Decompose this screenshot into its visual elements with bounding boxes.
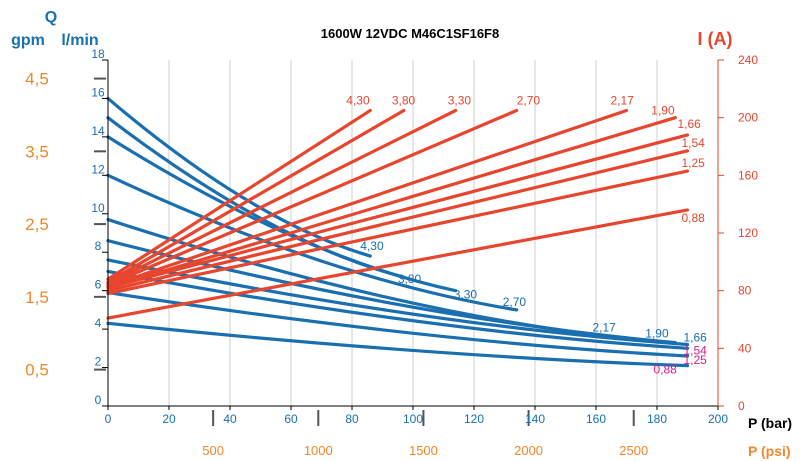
flow-series-label: 0,88 (654, 363, 678, 377)
flow-line (106, 269, 690, 350)
flow-series-label: 2,17 (593, 321, 617, 335)
bar-tick-label: 100 (403, 412, 423, 426)
flow-line (106, 290, 690, 358)
flow-line (106, 173, 519, 312)
lmin-tick-label: 10 (91, 201, 105, 215)
current-series-label: 3,30 (448, 93, 472, 107)
psi-tick-label: 2500 (619, 443, 648, 458)
axes (102, 59, 724, 410)
current-series-label: 1,25 (682, 156, 706, 170)
flow-line (106, 321, 690, 368)
chart-title: 1600W 12VDC M46C1SF16F8 (321, 26, 499, 41)
current-line (106, 108, 372, 281)
current-series-label: 0,88 (682, 211, 706, 225)
current-line (106, 108, 519, 287)
current-tick-label: 120 (738, 226, 758, 240)
current-series-label: 1,90 (651, 104, 675, 118)
psi-tick-marks (212, 410, 635, 426)
grid (94, 60, 658, 406)
bar-tick-label: 40 (223, 412, 237, 426)
current-line (106, 116, 677, 290)
current-line (106, 149, 690, 293)
lmin-tick-label: 16 (91, 85, 105, 99)
lmin-tick-label: 12 (91, 162, 105, 176)
psi-tick-label: 2000 (514, 443, 543, 458)
gpm-tick-label: 4,5 (25, 70, 49, 89)
current-series-label: 2,70 (517, 93, 541, 107)
flow-series-label: 1,90 (645, 327, 669, 341)
bar-tick-label: 160 (586, 412, 606, 426)
psi-tick-label: 1500 (409, 443, 438, 458)
bar-tick-label: 60 (284, 412, 298, 426)
lmin-tick-label: 4 (95, 316, 102, 330)
bar-tick-label: 180 (647, 412, 667, 426)
series-labels: 4,303,803,302,702,17 1,90 1,661,541,250,88… (346, 93, 707, 376)
current-line (106, 169, 690, 296)
flow-series-label: 4,30 (360, 239, 384, 253)
x-axis-title: P (bar) (748, 415, 792, 431)
current-series-lines (106, 108, 690, 320)
lmin-tick-label: 8 (95, 239, 102, 253)
current-tick-label: 80 (738, 284, 752, 298)
flow-line (106, 258, 690, 347)
current-series-label: 3,80 (392, 93, 416, 107)
flow-line (106, 135, 458, 293)
gpm-tick-label: 2,5 (25, 215, 49, 234)
current-tick-label: 240 (738, 53, 758, 67)
lmin-tick-label: 0 (95, 393, 102, 407)
current-line (106, 208, 690, 320)
current-line (106, 108, 458, 286)
gpm-axis-title: gpm (11, 32, 45, 49)
current-series-label: 1,54 (682, 136, 706, 150)
current-line (106, 133, 690, 290)
current-series-label: 1,66 (678, 117, 702, 131)
current-tick-label: 200 (738, 111, 758, 125)
lmin-axis-title: l/min (61, 32, 98, 49)
gpm-tick-label: 3,5 (25, 142, 49, 161)
gpm-tick-label: 0,5 (25, 361, 49, 380)
psi-tick-label: 1000 (304, 443, 333, 458)
flow-series-label: 1,54 (684, 343, 708, 357)
flow-series-label: 1,25 (684, 353, 708, 367)
current-line (106, 108, 406, 284)
gpm-tick-label: 1,5 (25, 288, 49, 307)
current-series-label: 2,17 (611, 93, 635, 107)
current-axis-title: I (A) (698, 29, 733, 49)
bar-tick-label: 200 (708, 412, 728, 426)
current-series-label: 4,30 (346, 93, 370, 107)
tick-labels: 040801201602002400246810121416180,51,52,… (25, 47, 758, 458)
bar-tick-label: 140 (525, 412, 545, 426)
lmin-tick-label: 6 (95, 278, 102, 292)
bar-tick-label: 80 (345, 412, 359, 426)
bar-tick-label: 120 (464, 412, 484, 426)
current-tick-label: 40 (738, 341, 752, 355)
x2-axis-title: P (psi) (748, 443, 791, 459)
psi-tick-label: 500 (202, 443, 224, 458)
bar-tick-label: 20 (162, 412, 176, 426)
flow-series-label: 2,70 (503, 295, 527, 309)
lmin-tick-label: 18 (91, 47, 105, 61)
lmin-tick-label: 14 (91, 124, 105, 138)
current-tick-label: 0 (738, 399, 745, 413)
q-label: Q (45, 9, 57, 26)
flow-series-label: 1,66 (684, 330, 708, 344)
bar-tick-label: 0 (105, 412, 112, 426)
flow-series-label: 3,30 (454, 288, 478, 302)
current-tick-label: 160 (738, 168, 758, 182)
flow-series-label: 3,80 (398, 272, 422, 286)
lmin-tick-label: 2 (95, 355, 102, 369)
current-line (106, 108, 629, 288)
